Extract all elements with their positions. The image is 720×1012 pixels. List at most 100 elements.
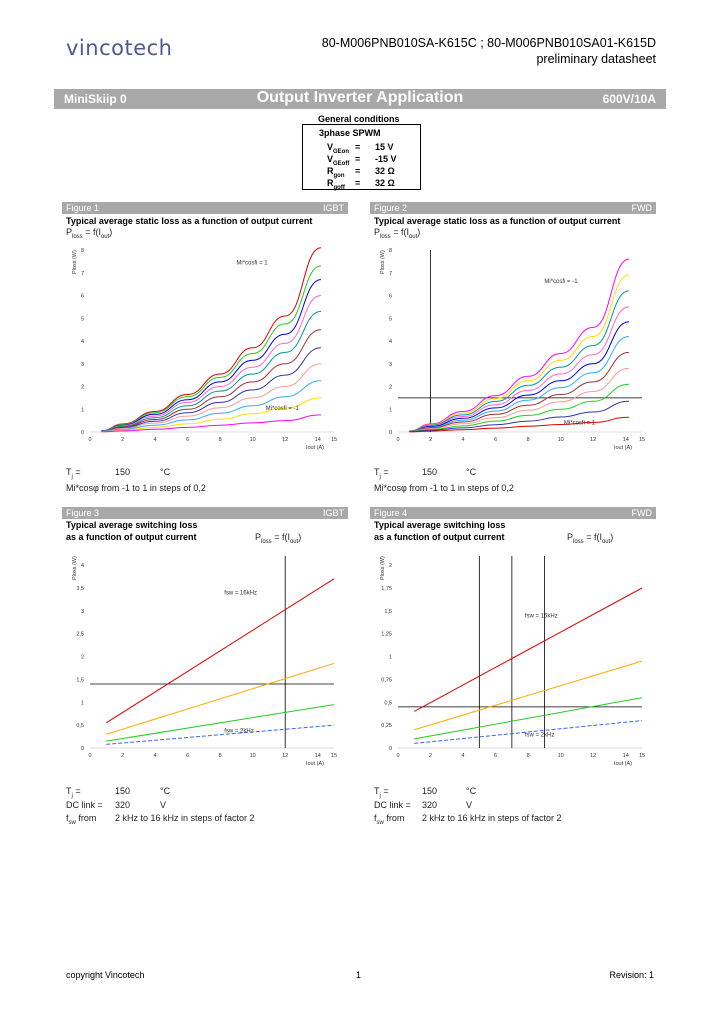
x-tick-label: 0 <box>396 437 399 443</box>
series-line <box>101 380 322 432</box>
series-line <box>101 347 322 432</box>
x-tick-label: 12 <box>590 437 596 443</box>
y-tick-label: 8 <box>389 248 392 254</box>
series-line <box>414 720 643 744</box>
series-line <box>101 414 322 433</box>
y-tick-label: 1 <box>389 655 392 661</box>
series-line <box>414 587 643 712</box>
figure-label: Figure 2 <box>374 203 408 213</box>
figure-3-condition-fsw: fsw from <box>66 813 97 826</box>
figure-3-condition-tj-unit: °C <box>160 786 171 796</box>
y-tick-label: 5 <box>81 316 84 322</box>
figure-3-title: Typical average switching loss <box>66 520 198 530</box>
y-tick-label: 1,75 <box>381 586 392 592</box>
figure-1-condition-tj-value: 150 <box>115 467 131 477</box>
figure-2-condition-tj: Tj = <box>374 467 389 480</box>
logo-text: vincotech <box>66 36 173 60</box>
y-tick-label: 0 <box>81 430 84 436</box>
figure-2-note: Mi*cosφ from -1 to 1 in steps of 0,2 <box>374 483 514 493</box>
x-tick-label: 6 <box>494 753 497 759</box>
x-tick-label: 2 <box>429 437 432 443</box>
series-line <box>409 306 630 432</box>
y-tick-label: 4 <box>81 339 84 345</box>
figure-3-formula: Ploss = f(Iout) <box>255 532 302 545</box>
y-tick-label: 7 <box>81 271 84 277</box>
annotation-top: Mi*cosfi = -1 <box>544 279 578 285</box>
x-tick-label: 15 <box>331 437 337 443</box>
x-tick-label: 10 <box>558 437 564 443</box>
figure-3-condition-tj: Tj = <box>66 786 81 799</box>
figure-3-title-line2: as a function of output current <box>66 532 197 542</box>
title-right: 600V/10A <box>602 92 656 106</box>
x-axis-label: Iout (A) <box>306 761 324 767</box>
series-line <box>101 329 322 432</box>
y-tick-label: 4 <box>389 339 392 345</box>
series-line <box>409 400 630 433</box>
figure-4-condition-tj: Tj = <box>374 786 389 799</box>
general-conditions-box: 3phase SPWM VGEon = 15 V VGEoff = -15 V … <box>302 124 421 191</box>
figure-2-header: Figure 2 FWD <box>370 202 656 214</box>
figure-label: Figure 3 <box>66 508 100 518</box>
series-line <box>409 416 630 433</box>
series-line <box>409 321 630 432</box>
x-tick-label: 14 <box>315 753 321 759</box>
y-tick-label: 6 <box>389 294 392 300</box>
y-tick-label: 2 <box>81 655 84 661</box>
x-tick-label: 6 <box>186 437 189 443</box>
figure-4-condition-dclink-value: 320 <box>422 800 438 810</box>
annotation-bottom: fsw = 2kHz <box>224 729 254 735</box>
y-tick-label: 1 <box>389 407 392 413</box>
x-tick-label: 8 <box>219 437 222 443</box>
y-tick-label: 0,5 <box>384 700 392 706</box>
figure-label: Figure 1 <box>66 203 100 213</box>
document-status: preliminary datasheet <box>536 52 656 66</box>
part-numbers: 80-M006PNB010SA-K615C ; 80-M006PNB010SA0… <box>321 36 656 50</box>
condition-value: 32 Ω <box>375 178 395 188</box>
y-tick-label: 3 <box>389 362 392 368</box>
x-axis-label: Iout (A) <box>614 761 632 767</box>
figure-4-condition-tj-value: 150 <box>422 786 438 796</box>
y-tick-label: 1,5 <box>384 609 392 615</box>
condition-symbol: VGEon <box>327 142 350 155</box>
condition-eq: = <box>355 166 361 176</box>
x-tick-label: 4 <box>154 437 157 443</box>
series-line <box>101 247 322 432</box>
series-line <box>409 383 630 432</box>
figure-4-condition-dclink-unit: V <box>466 800 473 810</box>
figure-1-condition-tj-unit: °C <box>160 467 171 477</box>
footer-revision: Revision: 1 <box>609 970 654 980</box>
series-line <box>409 367 630 432</box>
x-tick-label: 0 <box>88 753 91 759</box>
x-tick-label: 10 <box>558 753 564 759</box>
x-tick-label: 8 <box>527 753 530 759</box>
x-tick-label: 10 <box>250 437 256 443</box>
y-axis-label: Ploss (W) <box>380 250 386 274</box>
x-tick-label: 10 <box>250 753 256 759</box>
annotation-bottom: Mi*cosfi = -1 <box>266 406 300 412</box>
y-tick-label: 0,25 <box>381 723 392 729</box>
x-tick-label: 4 <box>462 753 465 759</box>
series-line <box>414 660 643 731</box>
y-tick-label: 0 <box>389 746 392 752</box>
figure-4-title-line2: as a function of output current <box>374 532 505 542</box>
figure-1-title: Typical average static loss as a functio… <box>66 216 313 226</box>
x-tick-label: 6 <box>494 437 497 443</box>
figure-3-header: Figure 3 IGBT <box>62 507 348 519</box>
figure-2-title: Typical average static loss as a functio… <box>374 216 621 226</box>
x-tick-label: 4 <box>154 753 157 759</box>
annotation-top: Mi*cosfi = 1 <box>236 261 268 267</box>
figure-4-condition-tj-unit: °C <box>466 786 477 796</box>
condition-eq: = <box>355 154 361 164</box>
vincotech-logo: vincotech <box>66 36 172 60</box>
x-axis-label: Iout (A) <box>614 445 632 451</box>
x-tick-label: 8 <box>219 753 222 759</box>
figure-4-condition-fsw: fsw from <box>374 813 405 826</box>
condition-row: VGEon = 15 V <box>303 142 420 156</box>
footer-page-number: 1 <box>356 970 362 980</box>
figure-1-formula: Ploss = f(Iout) <box>66 227 113 240</box>
y-tick-label: 0 <box>81 746 84 752</box>
x-tick-label: 0 <box>396 753 399 759</box>
figure-tag: FWD <box>631 508 653 518</box>
figure-3-condition-dclink-value: 320 <box>115 800 131 810</box>
y-tick-label: 1 <box>81 700 84 706</box>
